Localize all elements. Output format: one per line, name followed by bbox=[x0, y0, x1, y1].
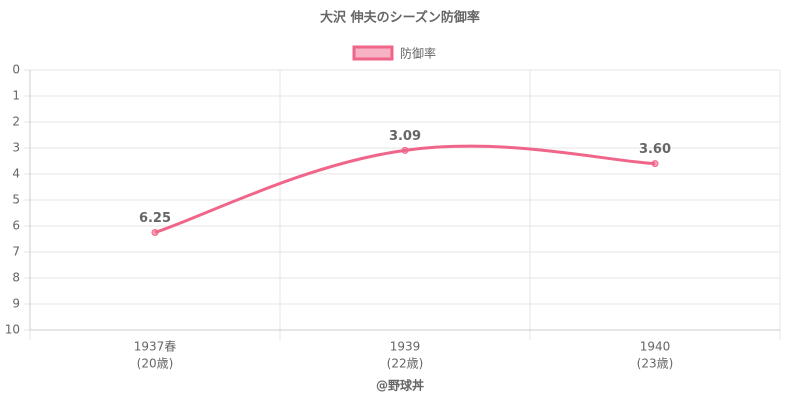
point bbox=[401, 146, 409, 154]
y-tick-label: 9 bbox=[12, 297, 20, 311]
y-tick-label: 10 bbox=[5, 323, 20, 337]
chart-title: 大沢 伸夫のシーズン防御率 bbox=[320, 10, 480, 26]
y-tick-label: 0 bbox=[12, 63, 20, 77]
x-tick-label: (22歳) bbox=[387, 357, 424, 371]
y-tick-label: 7 bbox=[12, 245, 20, 259]
line bbox=[154, 144, 656, 234]
y-tick-label: 1 bbox=[12, 89, 20, 103]
data-label: 3.09 bbox=[389, 129, 421, 144]
x-tick-label: 1937春 bbox=[134, 340, 177, 354]
point bbox=[151, 229, 159, 236]
data-label: 6.25 bbox=[139, 211, 171, 226]
footer: @野球丼 bbox=[376, 378, 424, 393]
x-tick-label: 1940 bbox=[640, 340, 671, 354]
y-tick-label: 5 bbox=[12, 193, 20, 207]
legend-swatch bbox=[352, 45, 394, 61]
x-tick-label: 1939 bbox=[390, 340, 421, 354]
y-tick-label: 3 bbox=[12, 141, 20, 155]
x-tick-label: (23歳) bbox=[637, 357, 674, 371]
y-tick-label: 6 bbox=[12, 219, 20, 233]
point bbox=[651, 160, 659, 168]
y-tick-label: 4 bbox=[12, 167, 20, 181]
y-tick-label: 8 bbox=[12, 271, 20, 285]
legend-label: 防御率 bbox=[400, 46, 436, 61]
x-tick-label: (20歳) bbox=[137, 357, 174, 371]
data-label: 3.60 bbox=[639, 142, 671, 157]
y-tick-label: 2 bbox=[12, 115, 20, 129]
